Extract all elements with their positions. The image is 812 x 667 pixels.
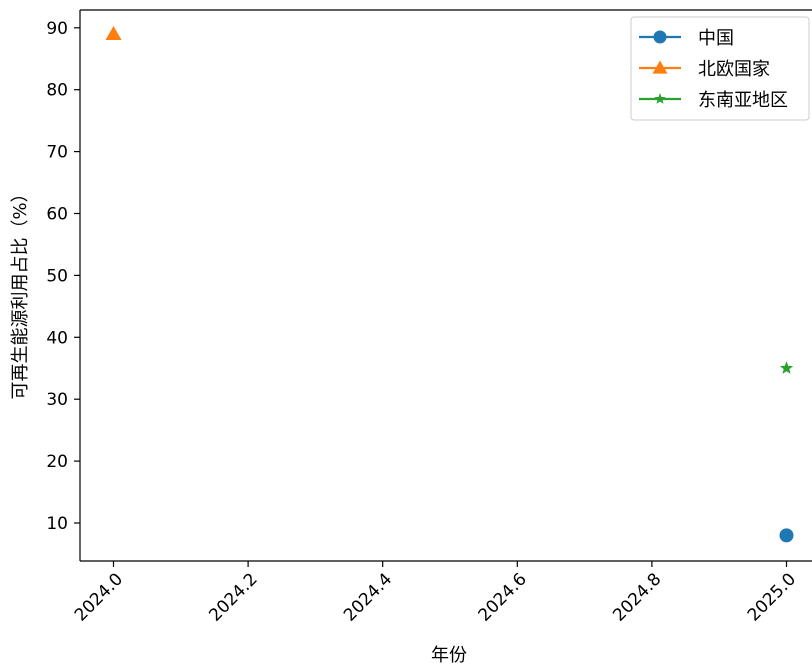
x-tick-label: 2024.4 bbox=[340, 569, 396, 625]
y-tick-label: 70 bbox=[46, 143, 68, 163]
y-tick-label: 40 bbox=[46, 328, 68, 348]
x-tick-label: 2024.6 bbox=[475, 569, 531, 625]
x-tick-label: 2024.2 bbox=[205, 569, 261, 625]
data-point bbox=[779, 361, 794, 374]
legend-box bbox=[630, 16, 810, 121]
y-tick-label: 50 bbox=[46, 266, 68, 286]
legend-label: 东南亚地区 bbox=[698, 90, 788, 111]
y-tick-label: 20 bbox=[46, 452, 68, 472]
legend-marker bbox=[653, 30, 667, 44]
legend-label: 北欧国家 bbox=[698, 59, 770, 80]
data-markers bbox=[105, 25, 794, 543]
x-tick-label: 2025.0 bbox=[744, 569, 800, 625]
y-axis-label: 可再生能源利用占比（%） bbox=[10, 184, 31, 399]
legend-marker bbox=[654, 93, 666, 104]
y-tick-label: 80 bbox=[46, 81, 68, 101]
x-axis-ticks: 2024.0 2024.2 2024.4 2024.6 2024.8 2025.0 bbox=[71, 561, 800, 626]
y-tick-label: 30 bbox=[46, 390, 68, 410]
y-axis-ticks: 10 20 30 40 50 60 70 80 90 bbox=[46, 19, 80, 534]
data-point bbox=[105, 25, 122, 41]
y-tick-label: 60 bbox=[46, 205, 68, 225]
legend-label: 中国 bbox=[698, 28, 734, 49]
x-tick-label: 2024.8 bbox=[609, 569, 665, 625]
x-tick-label: 2024.0 bbox=[71, 569, 127, 625]
legend-marker bbox=[652, 60, 668, 74]
axes bbox=[79, 9, 812, 562]
y-tick-label: 90 bbox=[46, 19, 68, 39]
y-tick-label: 10 bbox=[46, 514, 68, 534]
data-point bbox=[779, 528, 794, 543]
x-axis-label: 年份 bbox=[431, 645, 467, 666]
